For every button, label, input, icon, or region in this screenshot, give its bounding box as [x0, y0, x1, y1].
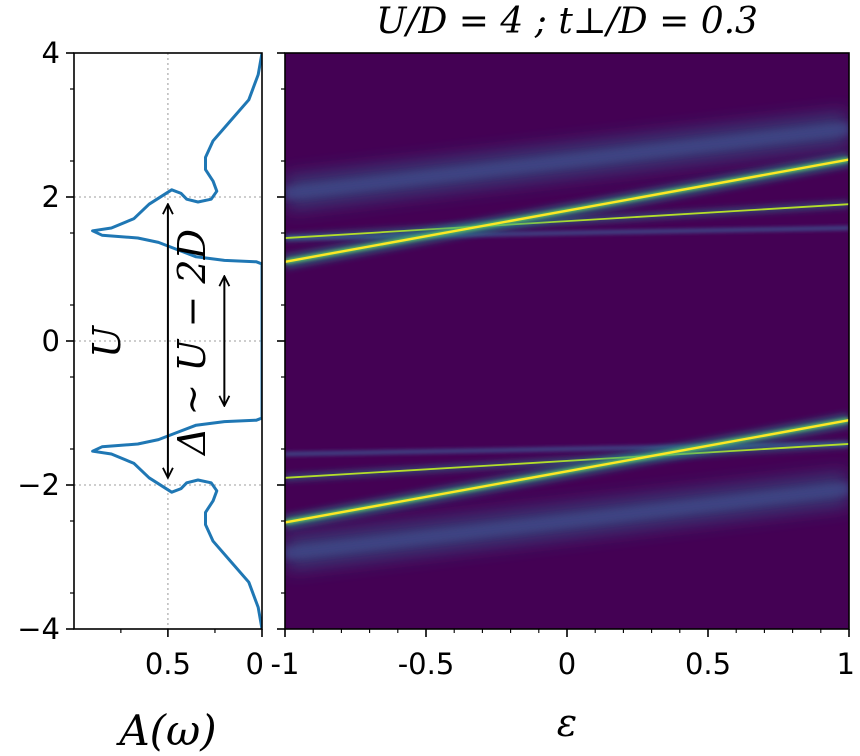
upper-broad-band	[285, 111, 849, 211]
annotation-delta: Δ ∼ U − 2D	[170, 229, 214, 457]
left-y-tick-label: 0	[42, 324, 60, 358]
upper-sharp-band-stroke	[285, 158, 849, 263]
heatmap-panel: -1 -0.5 0 0.5 1 ε	[271, 52, 855, 745]
left-ticks: 4 2 0 −2 −4 0.5 0	[17, 36, 264, 681]
left-y-tick-label: 2	[42, 180, 60, 214]
lower-sharp-band-stroke	[285, 419, 849, 524]
upper-faint-band-stroke	[285, 225, 849, 241]
annotation-u: U	[85, 324, 129, 358]
upper-broad-band-stroke	[285, 122, 849, 200]
upper-flat-band-stroke	[285, 203, 849, 239]
heatmap-x-tick-label: -1	[271, 647, 300, 681]
lower-faint-band-stroke	[285, 441, 849, 457]
upper-flat-band	[285, 201, 849, 242]
left-x-tick-label: 0	[246, 647, 264, 681]
lower-flat-band	[285, 440, 849, 481]
upper-sharp-band	[285, 152, 849, 269]
heatmap-x-tick-label: -0.5	[398, 647, 455, 681]
heatmap-x-tick-label: 0	[558, 647, 576, 681]
heatmap-x-axis-label: ε	[557, 701, 577, 745]
heatmap-ticks: -1 -0.5 0 0.5 1	[271, 52, 855, 681]
heatmap-title: U/D = 4 ; t⊥/D = 0.3	[376, 1, 758, 42]
heatmap-x-tick-label: 1	[837, 647, 855, 681]
left-y-tick-label: −2	[17, 468, 60, 502]
left-y-tick-label: 4	[42, 36, 60, 70]
left-y-tick-label: −4	[17, 612, 60, 646]
lower-broad-band-stroke	[285, 482, 849, 560]
lower-sharp-band	[285, 413, 849, 530]
lower-broad-band	[285, 471, 849, 571]
heatmap-x-tick-label: 0.5	[685, 647, 731, 681]
lower-flat-band-stroke	[285, 443, 849, 479]
spectral-function-line	[91, 53, 262, 629]
left-grid	[74, 53, 262, 629]
heatmap-bands	[285, 111, 849, 571]
spectral-function-panel: 4 2 0 −2 −4 0.5 0 U Δ ∼ U − 2D A(ω)	[17, 36, 264, 755]
left-x-axis-label: A(ω)	[115, 706, 216, 755]
left-x-tick-label: 0.5	[145, 647, 191, 681]
upper-faint-band	[285, 225, 849, 241]
lower-faint-band	[285, 441, 849, 457]
